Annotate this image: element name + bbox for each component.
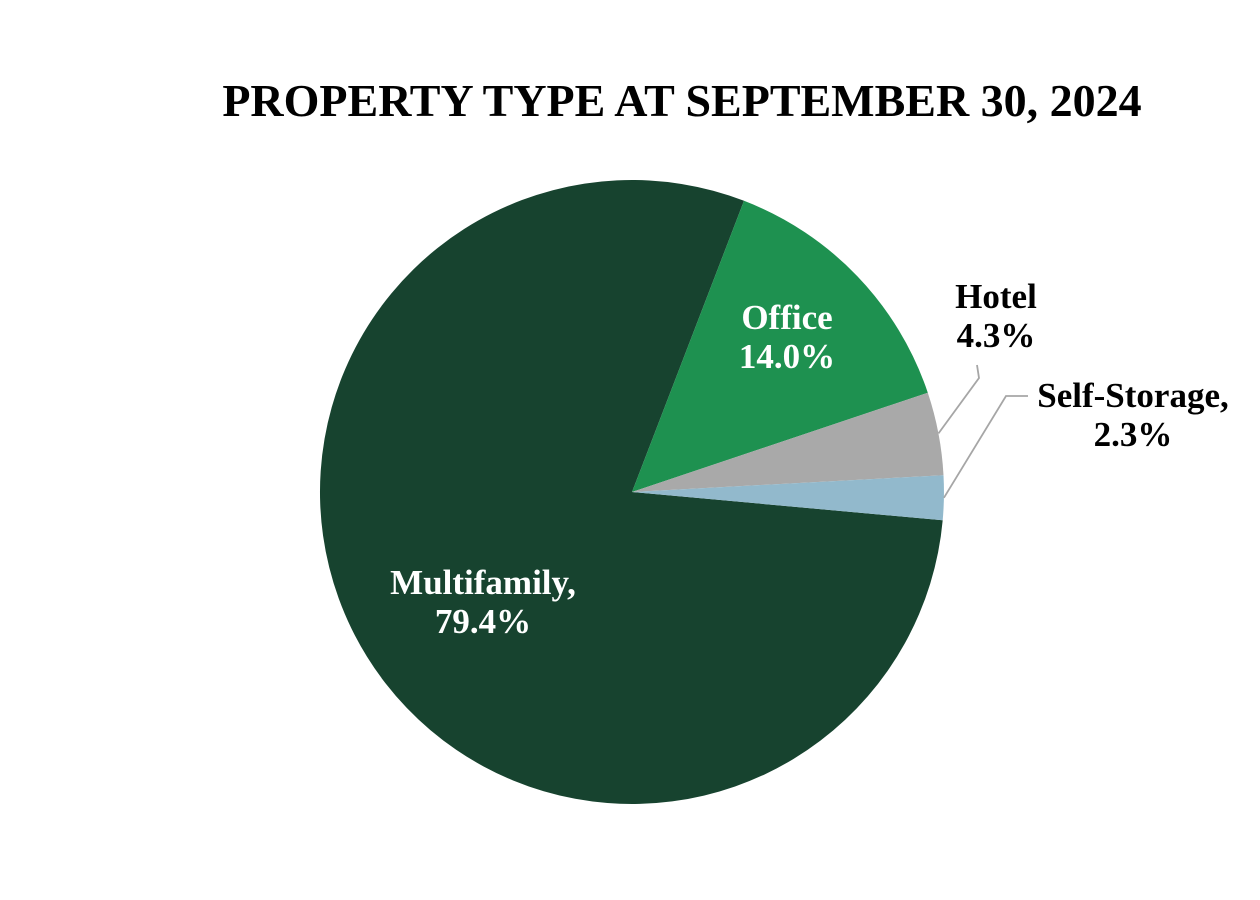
chart-title: PROPERTY TYPE AT SEPTEMBER 30, 2024 (222, 75, 1142, 126)
leader-line-hotel (937, 364, 980, 434)
pie-slices (319, 179, 944, 804)
pie-slice-multifamily (319, 179, 943, 804)
pie-slice-hotel (632, 392, 944, 492)
pie-slice-self-storage (632, 475, 944, 521)
pie-slice-office (632, 200, 928, 493)
leader-lines (937, 364, 1028, 499)
leader-line-self-storage (943, 395, 1028, 499)
